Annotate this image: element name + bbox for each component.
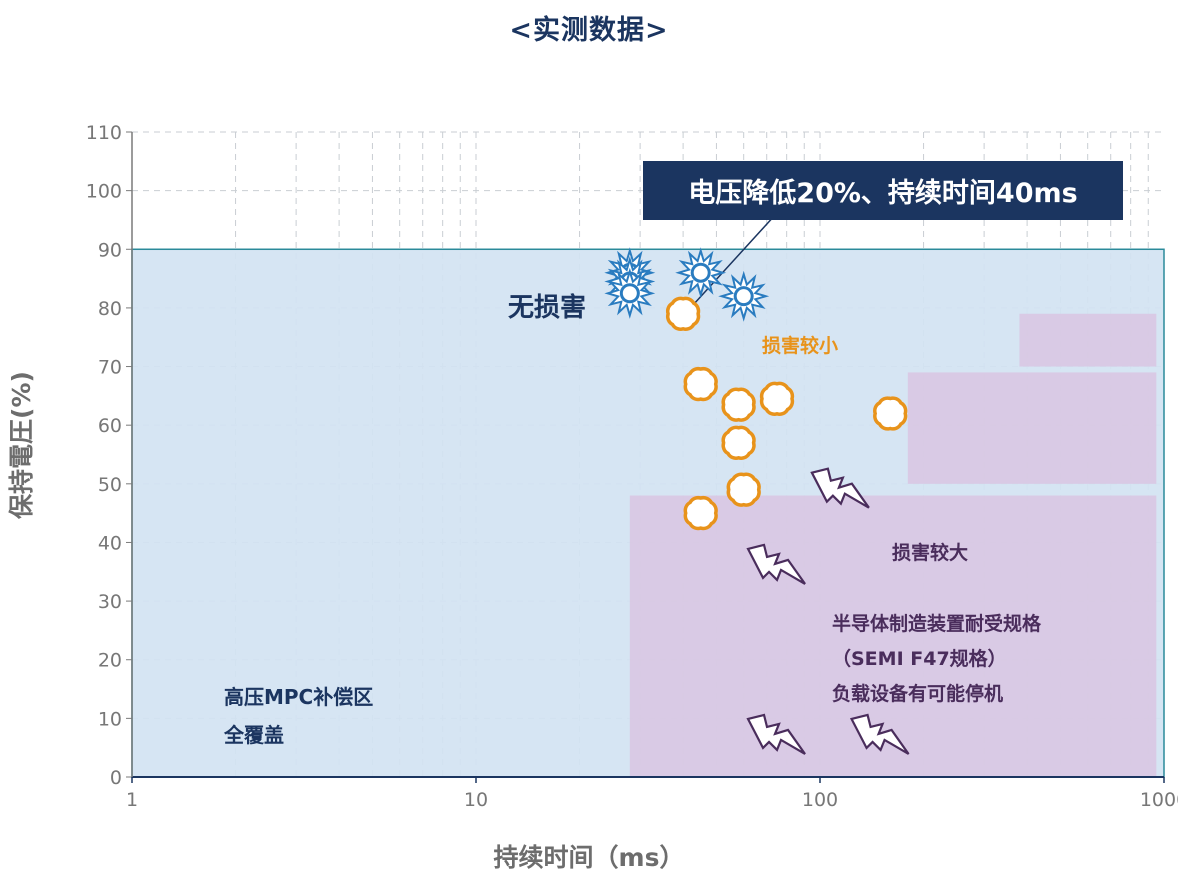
no-damage-marker <box>675 247 727 299</box>
large-damage-marker <box>810 467 870 509</box>
y-tick-label: 30 <box>98 591 122 613</box>
small-damage-marker <box>873 396 908 431</box>
small-damage-marker <box>759 381 795 416</box>
semi-line-2: （SEMI F47规格） <box>832 648 1007 670</box>
callout-pointer-line <box>682 213 777 317</box>
cloud-outline <box>665 296 701 331</box>
y-tick-label: 100 <box>86 181 122 203</box>
y-tick-label: 20 <box>98 650 122 672</box>
label-no-damage: 无损害 <box>508 293 587 323</box>
label-small-damage: 损害较小 <box>762 335 839 357</box>
label-large-damage: 损害较大 <box>892 542 969 564</box>
x-axis-title: 持续时间（ms） <box>493 843 685 872</box>
y-tick-label: 80 <box>98 298 122 320</box>
semi-line-3: 负载设备有可能停机 <box>832 683 1004 705</box>
x-tick-label: 100 <box>802 789 838 811</box>
semi-f47-region-step-1 <box>629 495 1157 777</box>
small-damage-marker <box>665 296 701 331</box>
highlight-callout: 电压降低20%、持续时间40ms <box>643 161 1123 220</box>
y-tick-label: 70 <box>98 357 122 379</box>
small-damage-marker <box>683 366 718 402</box>
semi-line-1: 半导体制造装置耐受规格 <box>832 613 1042 635</box>
cloud-outline <box>759 381 795 416</box>
no-damage-marker <box>604 267 656 319</box>
mpc-line-1: 高压MPC补偿区 <box>224 685 374 709</box>
no-damage-marker <box>718 270 770 322</box>
x-tick-label: 1000 <box>1140 789 1178 811</box>
sunburst-center <box>736 289 751 304</box>
label-mpc-region: 高压MPC补偿区 全覆盖 <box>224 678 373 754</box>
cloud-outline <box>721 387 756 422</box>
semi-f47-region-step-2 <box>907 372 1157 484</box>
cloud-outline <box>873 396 908 431</box>
y-axis-title: 保持電圧(%) <box>7 371 36 519</box>
y-tick-label: 50 <box>98 474 122 496</box>
large-damage-marker <box>746 543 806 585</box>
x-tick-label: 1 <box>126 789 138 811</box>
large-damage-marker <box>849 713 910 755</box>
small-damage-marker <box>683 495 718 531</box>
x-tick-label: 10 <box>464 789 488 811</box>
y-tick-label: 60 <box>98 415 122 437</box>
sunburst-center <box>622 286 637 301</box>
page-title: <实测数据> <box>509 15 669 46</box>
y-tick-label: 40 <box>98 532 122 554</box>
semi-f47-region-step-3 <box>1019 313 1157 367</box>
y-tick-label: 110 <box>86 122 122 144</box>
y-tick-label: 10 <box>98 708 122 730</box>
mpc-line-2: 全覆盖 <box>224 723 284 747</box>
cloud-outline <box>683 366 718 402</box>
y-tick-label: 0 <box>110 767 122 789</box>
y-tick-label: 90 <box>98 239 122 261</box>
label-semi-f47: 半导体制造装置耐受规格 （SEMI F47规格） 负载设备有可能停机 <box>832 607 1041 712</box>
small-damage-marker <box>721 387 756 422</box>
cloud-outline <box>726 472 761 507</box>
small-damage-marker <box>726 472 761 507</box>
small-damage-marker <box>721 425 756 460</box>
large-damage-marker <box>746 713 806 755</box>
sunburst-center <box>693 265 708 280</box>
cloud-outline <box>683 495 718 531</box>
cloud-outline <box>721 425 756 460</box>
